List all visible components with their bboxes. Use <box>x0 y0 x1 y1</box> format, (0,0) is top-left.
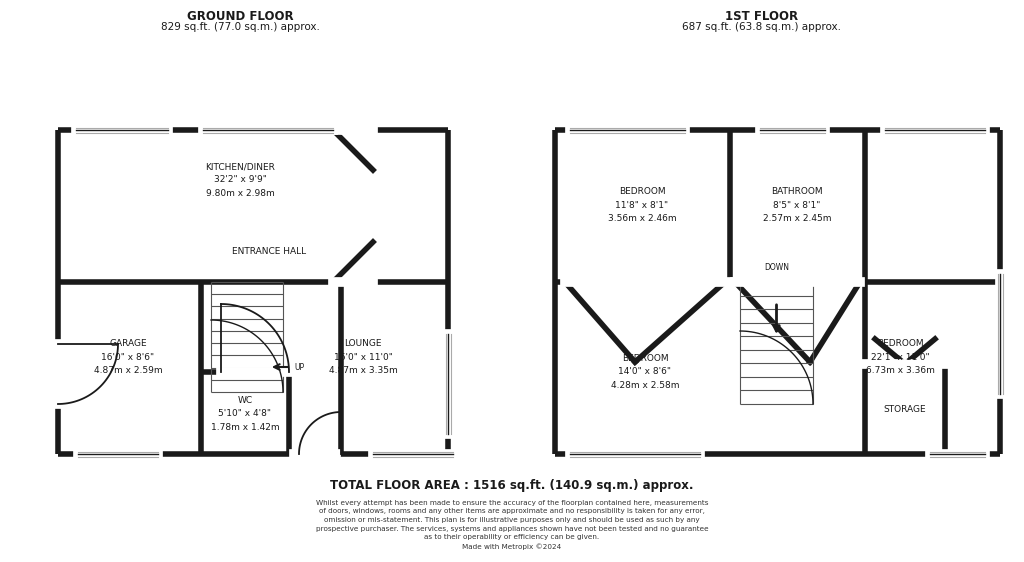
Text: BEDROOM
14'0" x 8'6"
4.28m x 2.58m: BEDROOM 14'0" x 8'6" 4.28m x 2.58m <box>610 354 679 389</box>
Text: WC
5'10" x 4'8"
1.78m x 1.42m: WC 5'10" x 4'8" 1.78m x 1.42m <box>211 396 280 432</box>
Text: DOWN: DOWN <box>764 263 790 272</box>
Text: UP: UP <box>294 362 304 371</box>
Text: LOUNGE
16'0" x 11'0"
4.87m x 3.35m: LOUNGE 16'0" x 11'0" 4.87m x 3.35m <box>329 339 397 375</box>
Text: GARAGE
16'0" x 8'6"
4.87m x 2.59m: GARAGE 16'0" x 8'6" 4.87m x 2.59m <box>93 339 163 375</box>
Text: BEDROOM
11'8" x 8'1"
3.56m x 2.46m: BEDROOM 11'8" x 8'1" 3.56m x 2.46m <box>607 187 676 223</box>
Text: BATHROOM
8'5" x 8'1"
2.57m x 2.45m: BATHROOM 8'5" x 8'1" 2.57m x 2.45m <box>763 187 831 223</box>
Text: GROUND FLOOR: GROUND FLOOR <box>186 10 293 23</box>
Text: Whilst every attempt has been made to ensure the accuracy of the floorplan conta: Whilst every attempt has been made to en… <box>315 500 709 550</box>
Text: BEDROOM
22'1" x 11'0"
6.73m x 3.36m: BEDROOM 22'1" x 11'0" 6.73m x 3.36m <box>865 339 935 375</box>
Text: 1ST FLOOR: 1ST FLOOR <box>725 10 799 23</box>
Text: ENTRANCE HALL: ENTRANCE HALL <box>232 247 306 256</box>
Text: 687 sq.ft. (63.8 sq.m.) approx.: 687 sq.ft. (63.8 sq.m.) approx. <box>683 22 842 32</box>
Text: 829 sq.ft. (77.0 sq.m.) approx.: 829 sq.ft. (77.0 sq.m.) approx. <box>161 22 319 32</box>
Text: TOTAL FLOOR AREA : 1516 sq.ft. (140.9 sq.m.) approx.: TOTAL FLOOR AREA : 1516 sq.ft. (140.9 sq… <box>331 479 693 492</box>
Text: KITCHEN/DINER
32'2" x 9'9"
9.80m x 2.98m: KITCHEN/DINER 32'2" x 9'9" 9.80m x 2.98m <box>205 162 274 198</box>
Text: STORAGE: STORAGE <box>884 406 927 415</box>
